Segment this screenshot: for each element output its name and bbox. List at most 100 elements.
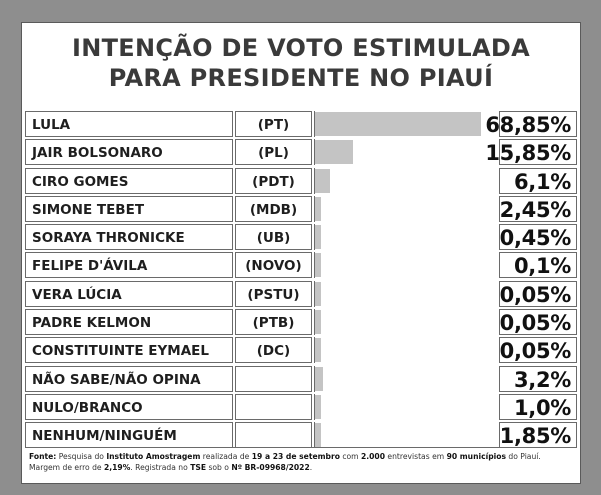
table-row: NENHUM/NINGUÉM 1,85% (25, 422, 577, 449)
party-cell: (NOVO) (235, 252, 312, 279)
footnote: Fonte: Pesquisa do Instituto Amostragem … (29, 452, 541, 472)
bar-cell (314, 111, 498, 137)
table-row: NÃO SABE/NÃO OPINA 3,2% (25, 365, 577, 392)
name-cell: NULO/BRANCO (25, 393, 233, 420)
party-label: (NOVO) (245, 258, 302, 275)
percent-cell: 0,05% (499, 280, 577, 307)
party-cell: (PT) (235, 111, 312, 137)
candidate-name: CONSTITUINTE EYMAEL (32, 343, 209, 360)
name-cell: CIRO GOMES (25, 167, 233, 194)
bar (315, 394, 321, 419)
bar (315, 281, 321, 306)
bar (315, 310, 321, 335)
data-label: 1,0% (513, 395, 571, 420)
name-cell: NENHUM/NINGUÉM (25, 422, 233, 449)
bar (315, 253, 321, 278)
bar (315, 423, 321, 448)
name-cell: JAIR BOLSONARO (25, 139, 233, 166)
table-row: SIMONE TEBET (MDB) 2,45% (25, 195, 577, 222)
party-cell (235, 422, 312, 449)
data-label: 15,85% (485, 141, 571, 166)
candidate-name: NULO/BRANCO (32, 399, 143, 416)
bar-cell (314, 252, 498, 279)
candidate-name: SIMONE TEBET (32, 201, 145, 218)
title-line-1: INTENÇÃO DE VOTO ESTIMULADA (72, 34, 530, 62)
candidate-name: VERA LÚCIA (32, 286, 122, 303)
candidate-name: FELIPE D'ÁVILA (32, 258, 148, 275)
title-line-2: PARA PRESIDENTE NO PIAUÍ (108, 64, 494, 92)
data-label: 2,45% (499, 197, 572, 222)
name-cell: CONSTITUINTE EYMAEL (25, 337, 233, 364)
results-table: LULA (PT) 68,85% JAIR BOLSONARO (PL) 15,85% CI… (25, 111, 577, 451)
party-cell: (PSTU) (235, 280, 312, 307)
percent-cell: 15,85% (485, 139, 577, 166)
name-cell: VERA LÚCIA (25, 280, 233, 307)
percent-cell: 0,1% (499, 252, 577, 279)
party-cell: (PTB) (235, 309, 312, 336)
table-row: LULA (PT) 68,85% (25, 111, 577, 137)
name-cell: NÃO SABE/NÃO OPINA (25, 365, 233, 392)
party-cell: (PL) (235, 139, 312, 166)
candidate-name: SORAYA THRONICKE (32, 230, 185, 247)
data-label: 0,05% (499, 282, 572, 307)
footnote-divider (25, 447, 577, 448)
bar-cell (314, 280, 498, 307)
percent-cell: 0,05% (499, 337, 577, 364)
percent-cell: 1,0% (499, 393, 577, 420)
chart-title: INTENÇÃO DE VOTO ESTIMULADA PARA PRESIDE… (22, 33, 580, 93)
name-cell: PADRE KELMON (25, 309, 233, 336)
percent-cell: 6,1% (499, 167, 577, 194)
table-row: CONSTITUINTE EYMAEL (DC) 0,05% (25, 337, 577, 364)
percent-cell: 1,85% (499, 422, 577, 449)
name-cell: FELIPE D'ÁVILA (25, 252, 233, 279)
name-cell: SORAYA THRONICKE (25, 224, 233, 251)
bar (315, 168, 330, 193)
table-row: SORAYA THRONICKE (UB) 0,45% (25, 224, 577, 251)
party-cell: (UB) (235, 224, 312, 251)
party-label: (DC) (256, 343, 291, 360)
party-label: (PTB) (252, 315, 295, 332)
percent-cell: 0,45% (499, 224, 577, 251)
bar (315, 225, 321, 250)
bar-cell (314, 337, 498, 364)
party-label: (PL) (258, 145, 289, 162)
bar-cell (314, 309, 498, 336)
poll-card: INTENÇÃO DE VOTO ESTIMULADA PARA PRESIDE… (21, 22, 581, 484)
table-row: JAIR BOLSONARO (PL) 15,85% (25, 139, 577, 166)
bar-cell (314, 224, 498, 251)
table-row: CIRO GOMES (PDT) 6,1% (25, 167, 577, 194)
bar (315, 196, 321, 221)
table-row: PADRE KELMON (PTB) 0,05% (25, 309, 577, 336)
bar (315, 366, 323, 391)
bar-cell (314, 139, 498, 166)
party-cell: (MDB) (235, 195, 312, 222)
candidate-name: LULA (32, 117, 71, 133)
candidate-name: JAIR BOLSONARO (32, 145, 163, 162)
candidate-name: NÃO SABE/NÃO OPINA (32, 371, 201, 388)
party-cell: (DC) (235, 337, 312, 364)
data-label: 0,45% (499, 226, 572, 251)
data-label: 68,85% (485, 113, 571, 137)
party-label: (PDT) (252, 173, 295, 190)
party-label: (MDB) (249, 201, 298, 218)
bar-cell (314, 167, 498, 194)
percent-cell: 68,85% (485, 111, 577, 137)
bar-cell (314, 195, 498, 222)
data-label: 6,1% (513, 169, 571, 194)
bar (315, 112, 481, 136)
candidate-name: NENHUM/NINGUÉM (32, 428, 177, 445)
percent-cell: 0,05% (499, 309, 577, 336)
party-label: (PSTU) (247, 286, 300, 303)
party-cell (235, 365, 312, 392)
table-row: FELIPE D'ÁVILA (NOVO) 0,1% (25, 252, 577, 279)
party-cell (235, 393, 312, 420)
percent-cell: 2,45% (499, 195, 577, 222)
percent-cell: 3,2% (499, 365, 577, 392)
table-row: NULO/BRANCO 1,0% (25, 393, 577, 420)
bar-cell (314, 365, 498, 392)
candidate-name: CIRO GOMES (32, 173, 129, 190)
name-cell: LULA (25, 111, 233, 137)
bar (315, 140, 354, 165)
candidate-name: PADRE KELMON (32, 315, 152, 332)
bar-cell (314, 393, 498, 420)
